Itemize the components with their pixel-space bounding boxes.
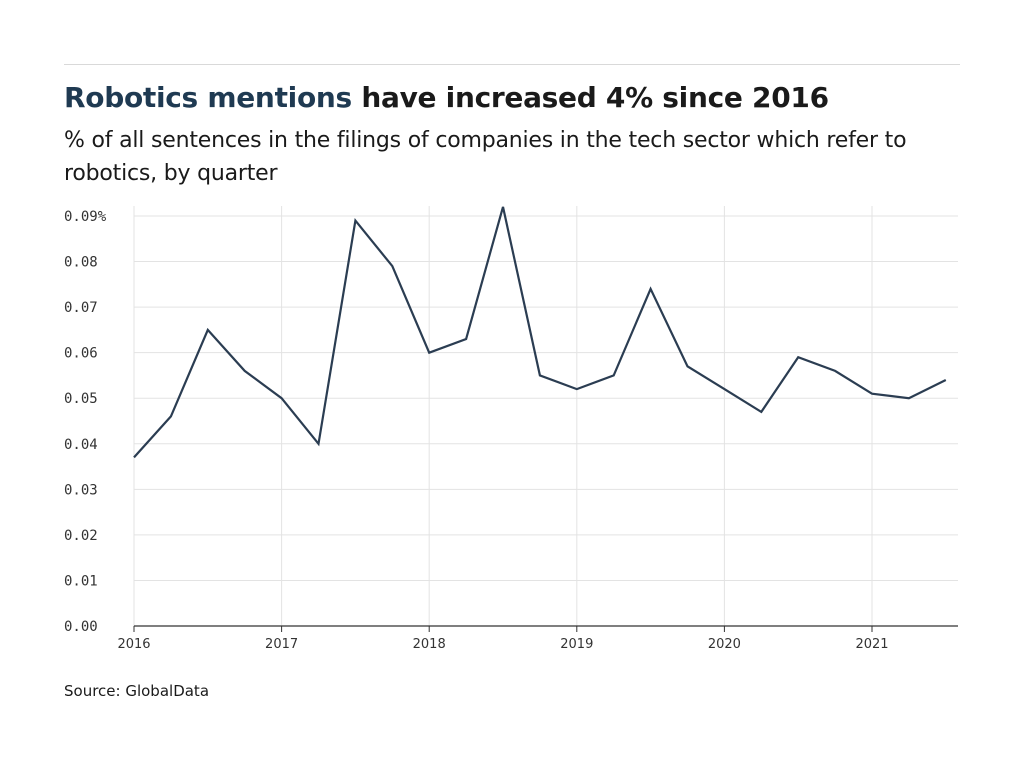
- y-tick-label: 0.04: [64, 437, 98, 453]
- y-tick-label: 0.03: [64, 482, 98, 498]
- chart-title-highlight: Robotics mentions: [64, 81, 352, 114]
- data-point: [575, 387, 579, 391]
- y-tick-label: 0.05: [64, 391, 98, 407]
- y-tick-label: 0.07: [64, 300, 98, 316]
- y-tick-label: 0.01: [64, 573, 98, 589]
- chart-subtitle: % of all sentences in the filings of com…: [64, 128, 907, 186]
- x-tick-labels: 2016 2017 2018 2019 2020 2021: [117, 637, 888, 652]
- data-point: [944, 378, 948, 382]
- data-point: [796, 355, 800, 359]
- data-point: [132, 455, 136, 459]
- x-tick-label: 2017: [265, 637, 298, 652]
- x-tick-label: 2021: [855, 637, 888, 652]
- series-layer: [132, 205, 948, 459]
- data-point: [907, 396, 911, 400]
- y-tick-label: 0.08: [64, 255, 98, 271]
- y-tick-label: 0.09%: [64, 209, 107, 225]
- series-line: [133, 206, 947, 459]
- data-point: [243, 369, 247, 373]
- source-note: Source: GlobalData: [64, 682, 210, 700]
- data-point: [722, 387, 726, 391]
- data-point: [317, 442, 321, 446]
- axes: [133, 625, 958, 632]
- data-point: [169, 414, 173, 418]
- data-point: [353, 219, 357, 223]
- data-point: [538, 373, 542, 377]
- data-point: [427, 351, 431, 355]
- data-point: [759, 410, 763, 414]
- data-point: [464, 337, 468, 341]
- y-tick-label: 0.06: [64, 346, 98, 362]
- data-point: [833, 369, 837, 373]
- y-tick-label: 0.00: [64, 619, 98, 635]
- x-tick-label: 2020: [708, 637, 741, 652]
- data-point: [206, 328, 210, 332]
- data-point: [280, 396, 284, 400]
- data-point: [649, 287, 653, 291]
- data-point: [686, 364, 690, 368]
- y-tick-labels: 0.00 0.01 0.02 0.03 0.04 0.05 0.06 0.07 0.08 0.09…: [64, 209, 107, 635]
- chart-title: Robotics mentions have increased 4% sinc…: [64, 80, 829, 116]
- top-divider: [64, 64, 960, 65]
- data-point: [870, 392, 874, 396]
- data-point: [612, 373, 616, 377]
- x-tick-label: 2016: [117, 637, 150, 652]
- x-tick-label: 2019: [560, 637, 593, 652]
- x-tick-label: 2018: [413, 637, 446, 652]
- data-point: [501, 205, 505, 209]
- grid-lines: [133, 206, 958, 626]
- chart-title-rest: have increased 4% since 2016: [351, 81, 829, 114]
- data-point: [390, 264, 394, 268]
- y-tick-label: 0.02: [64, 528, 98, 544]
